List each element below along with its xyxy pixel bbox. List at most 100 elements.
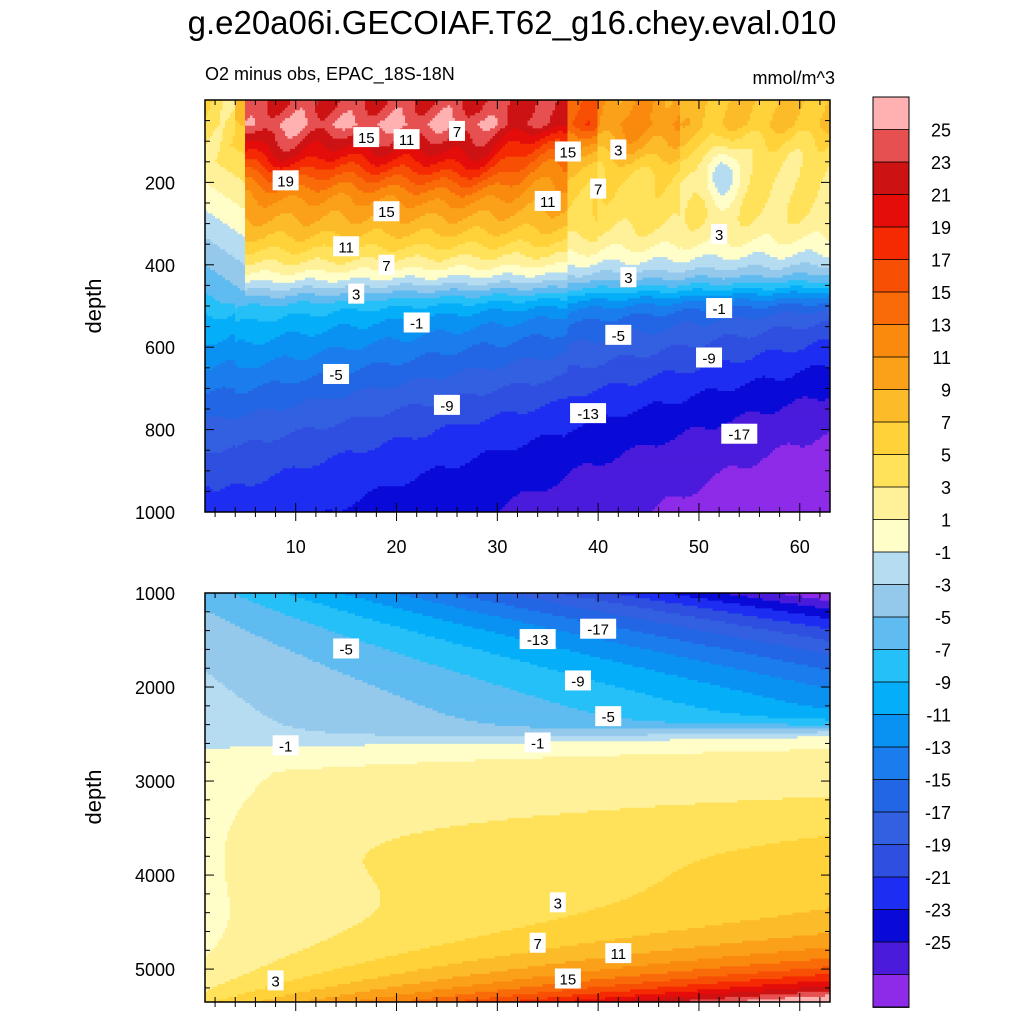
contour-fill-cell xyxy=(365,866,684,870)
contour-fill-cell xyxy=(632,999,691,1002)
contour-fill-cell xyxy=(225,861,364,865)
contour-fill-cell xyxy=(720,685,819,689)
contour-fill-cell xyxy=(245,483,256,487)
contour-fill-cell xyxy=(580,107,599,111)
contour-fill-cell xyxy=(262,999,311,1002)
contour-fill-cell xyxy=(245,182,259,186)
contour-fill-cell xyxy=(780,311,796,315)
contour-fill-cell xyxy=(540,434,564,438)
contour-fill-cell xyxy=(802,303,819,307)
contour-fill-cell xyxy=(712,159,739,163)
contour-fill-cell xyxy=(405,483,559,487)
contour-fill-cell xyxy=(322,603,384,607)
contour-fill-cell xyxy=(695,169,709,173)
contour-fill-cell xyxy=(205,375,314,379)
contour-fill-cell xyxy=(587,677,689,681)
contour-fill-cell xyxy=(447,963,546,967)
contour-fill-cell xyxy=(205,897,231,901)
contour-label: -13 xyxy=(519,629,556,650)
contour-fill-cell xyxy=(477,393,486,397)
contour-fill-cell xyxy=(205,357,276,361)
contour-fill-cell xyxy=(222,932,339,937)
contour-fill-cell xyxy=(227,889,381,893)
contour-fill-cell xyxy=(305,156,319,160)
contour-fill-cell xyxy=(205,262,244,266)
contour-fill-cell xyxy=(802,102,829,106)
contour-fill-cell xyxy=(680,166,699,171)
contour-label-text: -5 xyxy=(339,641,352,658)
contour-fill-cell xyxy=(480,342,489,346)
contour-fill-cell xyxy=(720,161,724,165)
contour-fill-cell xyxy=(680,146,699,150)
contour-fill-cell xyxy=(717,187,731,191)
contour-fill-cell xyxy=(332,968,419,972)
contour-fill-cell xyxy=(462,107,484,111)
contour-fill-cell xyxy=(430,120,456,124)
contour-fill-cell xyxy=(740,177,751,181)
contour-fill-cell xyxy=(307,133,331,137)
contour-fill-cell xyxy=(205,723,284,727)
contour-fill-cell xyxy=(567,349,661,353)
contour-fill-cell xyxy=(552,613,619,617)
contour-fill-cell xyxy=(415,991,476,995)
contour-fill-cell xyxy=(392,692,526,696)
contour-fill-cell xyxy=(275,115,291,119)
contour-fill-cell xyxy=(567,367,701,371)
contour-fill-cell xyxy=(505,200,514,204)
contour-fill-cell xyxy=(827,295,830,299)
contour-fill-cell xyxy=(252,192,339,196)
contour-fill-cell xyxy=(532,257,541,261)
contour-fill-cell xyxy=(707,275,741,279)
contour-fill-cell xyxy=(310,999,361,1002)
contour-fill-cell xyxy=(267,110,284,114)
colorbar-swatch xyxy=(872,584,910,618)
contour-label: -13 xyxy=(570,403,607,424)
contour-fill-cell xyxy=(600,318,619,323)
contour-fill-cell xyxy=(220,110,234,114)
contour-fill-cell xyxy=(297,991,356,995)
contour-fill-cell xyxy=(205,789,256,793)
contour-fill-cell xyxy=(217,943,316,947)
contour-fill-cell xyxy=(395,409,536,413)
contour-fill-cell xyxy=(432,105,449,109)
contour-fill-cell xyxy=(397,385,504,390)
contour-fill-cell xyxy=(205,646,286,650)
contour-fill-cell xyxy=(427,110,441,114)
contour-fill-cell xyxy=(605,610,666,615)
contour-fill-cell xyxy=(225,871,369,875)
contour-fill-cell xyxy=(365,244,379,248)
contour-fill-cell xyxy=(205,380,271,384)
contour-fill-cell xyxy=(592,621,659,625)
contour-label: 15 xyxy=(554,141,581,162)
contour-fill-cell xyxy=(280,246,314,250)
contour-fill-cell xyxy=(575,115,599,119)
contour-fill-cell xyxy=(612,133,626,137)
contour-fill-cell xyxy=(332,123,359,127)
contour-fill-cell xyxy=(647,886,830,891)
contour-fill-cell xyxy=(602,107,634,111)
contour-fill-cell xyxy=(257,148,271,153)
contour-fill-cell xyxy=(520,264,546,268)
contour-fill-cell xyxy=(687,927,830,932)
contour-fill-cell xyxy=(615,938,769,942)
contour-fill-cell xyxy=(220,123,226,127)
contour-fill-cell xyxy=(205,174,236,178)
contour-label: 7 xyxy=(529,932,546,953)
contour-fill-cell xyxy=(487,115,496,119)
contour-fill-cell xyxy=(537,102,556,106)
contour-fill-cell xyxy=(235,115,246,119)
contour-fill-cell xyxy=(632,226,661,230)
contour-fill-cell xyxy=(605,102,619,106)
contour-fill-cell xyxy=(555,102,569,106)
contour-fill-cell xyxy=(597,164,604,168)
contour-fill-cell xyxy=(655,190,666,194)
contour-fill-cell xyxy=(805,249,814,253)
contour-fill-cell xyxy=(527,318,584,323)
contour-fill-cell xyxy=(700,324,709,328)
contour-fill-cell xyxy=(320,662,429,666)
contour-fill-cell xyxy=(792,241,830,245)
contour-fill-cell xyxy=(700,195,714,199)
contour-fill-cell xyxy=(707,166,716,171)
contour-fill-cell xyxy=(632,161,669,165)
contour-fill-cell xyxy=(702,120,724,124)
